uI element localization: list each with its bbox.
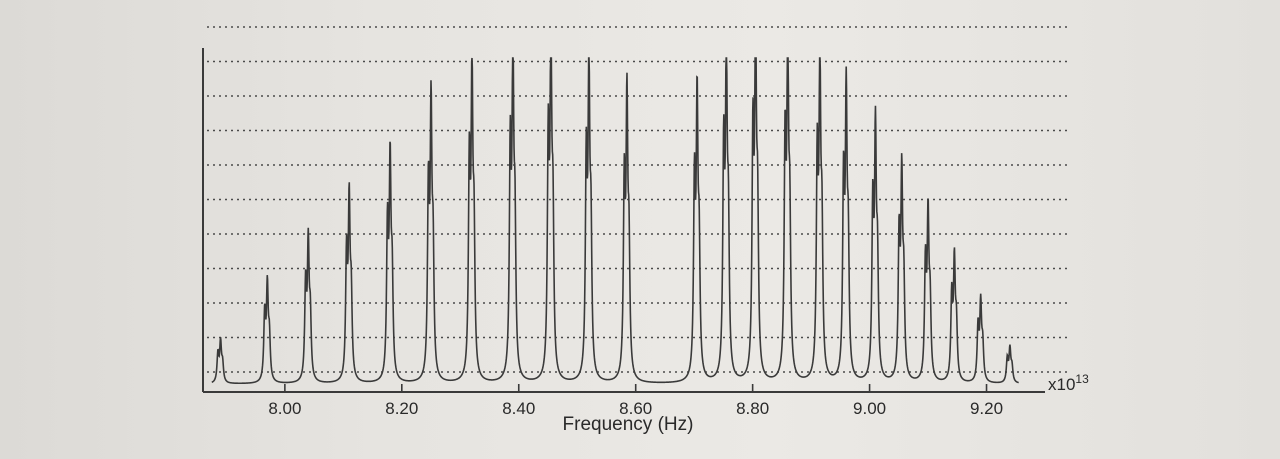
x-tick-label: 8.00	[268, 399, 301, 418]
gridlines	[207, 26, 1068, 373]
x-tick-label: 8.80	[736, 399, 769, 418]
x-multiplier-base: x10	[1048, 375, 1075, 394]
spectrum-series-line	[211, 57, 1019, 385]
x-tick-label: 8.60	[619, 399, 652, 418]
x-tick-label: 8.40	[502, 399, 535, 418]
x-tick-label: 8.20	[385, 399, 418, 418]
x-tick-label: 9.00	[853, 399, 886, 418]
x-multiplier-label: x1013	[1048, 372, 1089, 394]
x-multiplier-exponent: 13	[1075, 372, 1089, 386]
x-axis-label: Frequency (Hz)	[563, 414, 694, 435]
x-ticks: 8.00 8.20 8.40 8.60 8.80 9.00 9.20	[268, 384, 1003, 418]
x-tick-label: 9.20	[970, 399, 1003, 418]
